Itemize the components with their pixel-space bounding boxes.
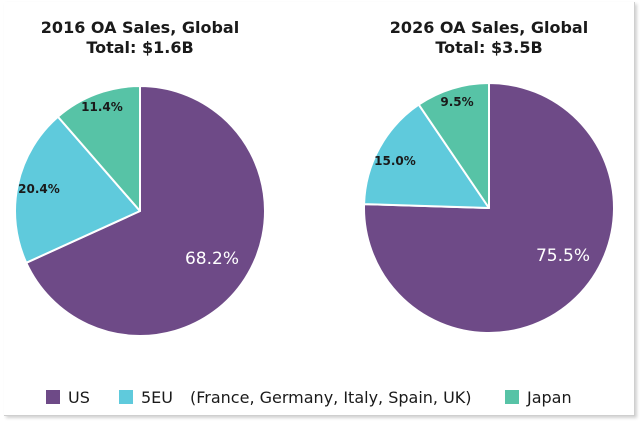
data-label-5eu: 20.4% bbox=[18, 182, 60, 196]
data-label-us: 68.2% bbox=[185, 249, 239, 269]
slice-5eu bbox=[14, 115, 141, 264]
slice-5eu bbox=[363, 103, 490, 209]
data-label-japan: 9.5% bbox=[440, 95, 473, 109]
slice-japan bbox=[56, 85, 141, 212]
legend-swatch-us bbox=[46, 390, 60, 404]
data-label-5eu: 15.0% bbox=[374, 154, 416, 168]
legend: US 5EU (France, Germany, Italy, Spain, U… bbox=[46, 388, 572, 407]
data-label-us: 75.5% bbox=[536, 246, 590, 266]
slice-us bbox=[25, 85, 266, 337]
chart-1-subtitle: Total: $1.6B bbox=[86, 38, 193, 57]
chart-2-subtitle: Total: $3.5B bbox=[435, 38, 542, 57]
chart-2-title: 2026 OA Sales, Global bbox=[390, 18, 588, 37]
pie-2016: 68.2% 20.4% 11.4% bbox=[14, 85, 266, 337]
legend-label-japan: Japan bbox=[526, 388, 572, 407]
slice-japan bbox=[417, 82, 490, 209]
legend-swatch-5eu bbox=[119, 390, 133, 404]
data-label-japan: 11.4% bbox=[81, 100, 123, 114]
pie-2026: 75.5% 15.0% 9.5% bbox=[363, 82, 615, 334]
legend-swatch-japan bbox=[505, 390, 519, 404]
legend-label-5eu-countries: (France, Germany, Italy, Spain, UK) bbox=[190, 388, 472, 407]
chart-1-title: 2016 OA Sales, Global bbox=[41, 18, 239, 37]
legend-label-us: US bbox=[68, 388, 90, 407]
legend-label-5eu: 5EU bbox=[141, 388, 173, 407]
